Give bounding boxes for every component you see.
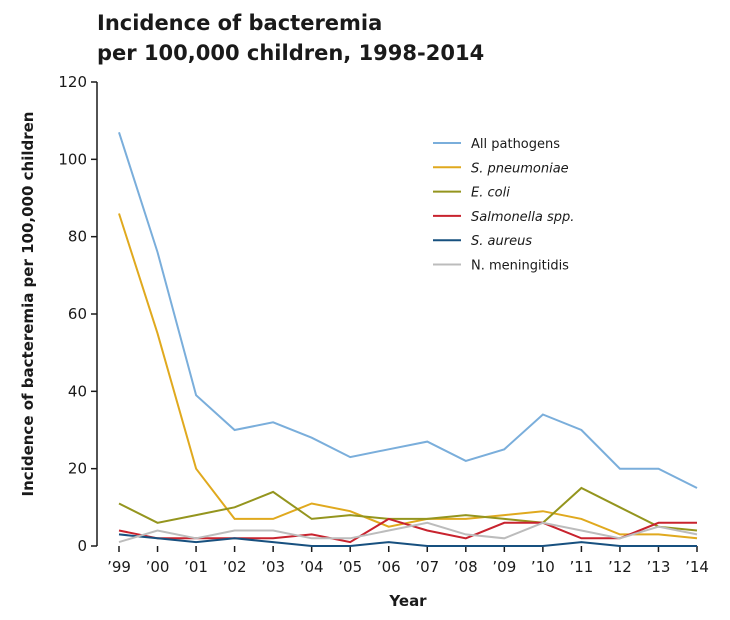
x-tick-label: ’10 (531, 558, 555, 576)
legend: All pathogens S. pneumoniae E. coli Salmone… (433, 137, 574, 274)
y-axis-title: Incidence of bacteremia per 100,000 chil… (19, 112, 37, 497)
x-tick-label: ’13 (647, 558, 671, 576)
legend-label-salmonella-spp: Salmonella spp. (471, 210, 574, 225)
x-tick-label: ’04 (300, 558, 324, 576)
legend-label-n-meningitidis: N. meningitidis (471, 259, 569, 274)
x-tick-label: ’14 (685, 558, 709, 576)
x-tick-label: ’12 (608, 558, 632, 576)
y-tick-label: 80 (68, 228, 87, 246)
x-tick-label: ’11 (569, 558, 593, 576)
axes: 0 20 40 60 80 100 120 ’99 ’00 ’01 ’02 ’03 ’04 ’05 ’06 ’… (58, 73, 709, 576)
x-axis-title: Year (388, 592, 427, 610)
x-tick-label: ’03 (261, 558, 285, 576)
x-tick-label: ’00 (146, 558, 170, 576)
y-tick-label: 20 (68, 460, 87, 478)
series-line-s-aureus (118, 533, 697, 547)
x-tick-label: ’09 (492, 558, 516, 576)
series-line-salmonella-spp (118, 517, 697, 544)
series-line-n-meningitidis (118, 521, 698, 544)
chart-title-line-1: Incidence of bacteremia (97, 11, 383, 35)
x-tick-label: ’08 (454, 558, 478, 576)
chart-title: Incidence of bacteremia per 100,000 chil… (97, 8, 484, 68)
x-tick-label: ’01 (184, 558, 208, 576)
series-line-s-pneumoniae (118, 213, 698, 540)
chart-title-line-2: per 100,000 children, 1998-2014 (97, 41, 485, 65)
legend-label-s-pneumoniae: S. pneumoniae (471, 161, 569, 176)
series-line-all-pathogens (118, 131, 698, 489)
x-tick-label: ’02 (223, 558, 247, 576)
x-tick-label: ’06 (377, 558, 401, 576)
y-tick-label: 60 (68, 305, 87, 323)
y-tick-label: 120 (58, 73, 87, 91)
series-lines (118, 131, 698, 547)
legend-label-s-aureus: S. aureus (471, 234, 532, 249)
y-tick-label: 0 (77, 537, 87, 555)
legend-label-all-pathogens: All pathogens (471, 137, 560, 152)
y-tick-label: 40 (68, 382, 87, 400)
y-tick-label: 100 (58, 150, 87, 168)
x-tick-label: ’07 (415, 558, 439, 576)
legend-label-e-coli: E. coli (471, 186, 510, 201)
x-tick-label: ’99 (107, 558, 131, 576)
x-tick-label: ’05 (338, 558, 362, 576)
series-line-e-coli (118, 486, 698, 532)
